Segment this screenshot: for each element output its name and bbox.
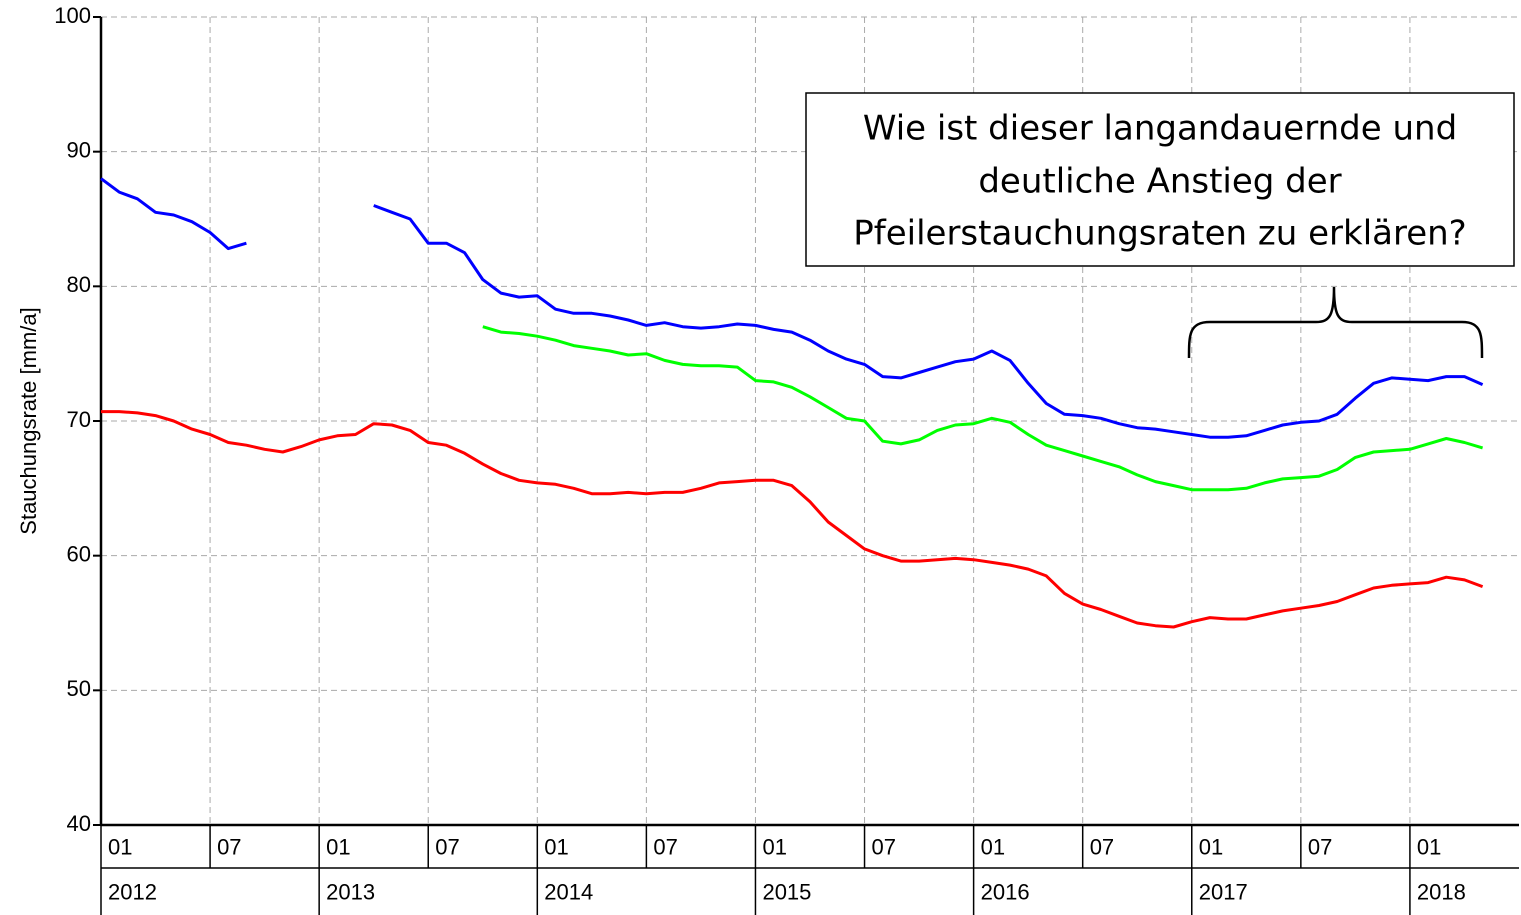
x-tick-label: 07 bbox=[1090, 834, 1114, 859]
annotation-line: Pfeilerstauchungsraten zu erklären? bbox=[853, 214, 1466, 254]
x-tick-label: 07 bbox=[435, 834, 459, 859]
series-line bbox=[101, 410, 1484, 629]
series-line bbox=[100, 177, 1484, 439]
x-tick-label: 07 bbox=[872, 834, 896, 859]
x-tick-label: 01 bbox=[981, 834, 1005, 859]
series-line bbox=[482, 325, 1484, 492]
x-tick-label: 07 bbox=[217, 834, 241, 859]
x-year-label: 2015 bbox=[762, 879, 811, 904]
x-tick-label: 01 bbox=[1417, 834, 1441, 859]
annotation-box bbox=[805, 92, 1515, 267]
y-tick-label: 40 bbox=[67, 811, 91, 836]
x-year-label: 2012 bbox=[108, 879, 157, 904]
x-tick-label: 01 bbox=[762, 834, 786, 859]
x-tick-label: 07 bbox=[1308, 834, 1332, 859]
x-year-label: 2016 bbox=[981, 879, 1030, 904]
annotation-line: Wie ist dieser langandauernde und bbox=[863, 109, 1457, 149]
x-tick-label: 01 bbox=[108, 834, 132, 859]
x-year-label: 2013 bbox=[326, 879, 375, 904]
x-year-label: 2014 bbox=[544, 879, 593, 904]
x-tick-label: 01 bbox=[544, 834, 568, 859]
x-year-label: 2017 bbox=[1199, 879, 1248, 904]
x-tick-label: 01 bbox=[326, 834, 350, 859]
y-tick-label: 70 bbox=[67, 407, 91, 432]
y-tick-label: 60 bbox=[67, 541, 91, 566]
y-tick-label: 50 bbox=[67, 676, 91, 701]
y-tick-label: 100 bbox=[54, 3, 91, 28]
y-tick-label: 90 bbox=[67, 137, 91, 162]
brace bbox=[1187, 286, 1484, 359]
y-axis-label: Stauchungsrate [mm/a] bbox=[16, 307, 41, 534]
y-tick-label: 80 bbox=[67, 272, 91, 297]
x-year-label: 2018 bbox=[1417, 879, 1466, 904]
x-tick-label: 01 bbox=[1199, 834, 1223, 859]
annotation-line: deutliche Anstieg der bbox=[978, 162, 1341, 202]
x-tick-label: 07 bbox=[653, 834, 677, 859]
